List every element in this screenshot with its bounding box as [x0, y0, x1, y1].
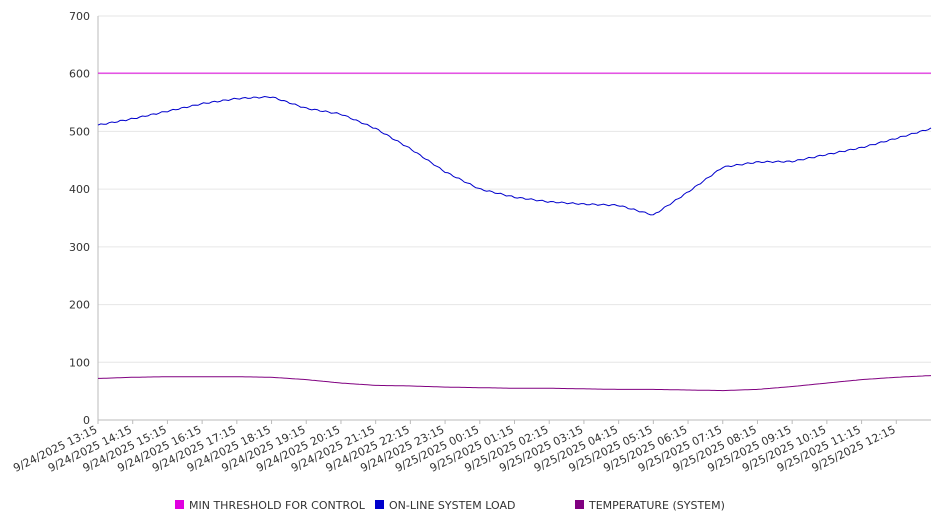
legend-swatch: [175, 500, 184, 509]
y-tick-label: 600: [69, 68, 90, 81]
legend: MIN THRESHOLD FOR CONTROL ON-LINE SYSTEM …: [175, 499, 725, 512]
legend-label: MIN THRESHOLD FOR CONTROL: [189, 499, 366, 512]
legend-swatch: [375, 500, 384, 509]
y-tick-label: 300: [69, 241, 90, 254]
legend-label: TEMPERATURE (SYSTEM): [588, 499, 725, 512]
x-axis-ticks: 9/24/2025 13:159/24/2025 14:159/24/2025 …: [11, 420, 898, 475]
y-tick-label: 700: [69, 10, 90, 23]
y-tick-label: 0: [83, 414, 90, 427]
grid-lines: [98, 15, 931, 363]
y-tick-label: 200: [69, 299, 90, 312]
y-tick-label: 400: [69, 183, 90, 196]
series-line-3: [98, 375, 932, 392]
y-axis-ticks: 0 100 200 300 400 500 600 700: [69, 10, 90, 427]
legend-label: ON-LINE SYSTEM LOAD: [389, 499, 515, 512]
series-lines: [97, 72, 932, 392]
axes: [97, 16, 931, 421]
y-tick-label: 500: [69, 125, 90, 138]
legend-swatch: [575, 500, 584, 509]
series-line-2: [97, 95, 932, 216]
y-tick-label: 100: [69, 356, 90, 369]
